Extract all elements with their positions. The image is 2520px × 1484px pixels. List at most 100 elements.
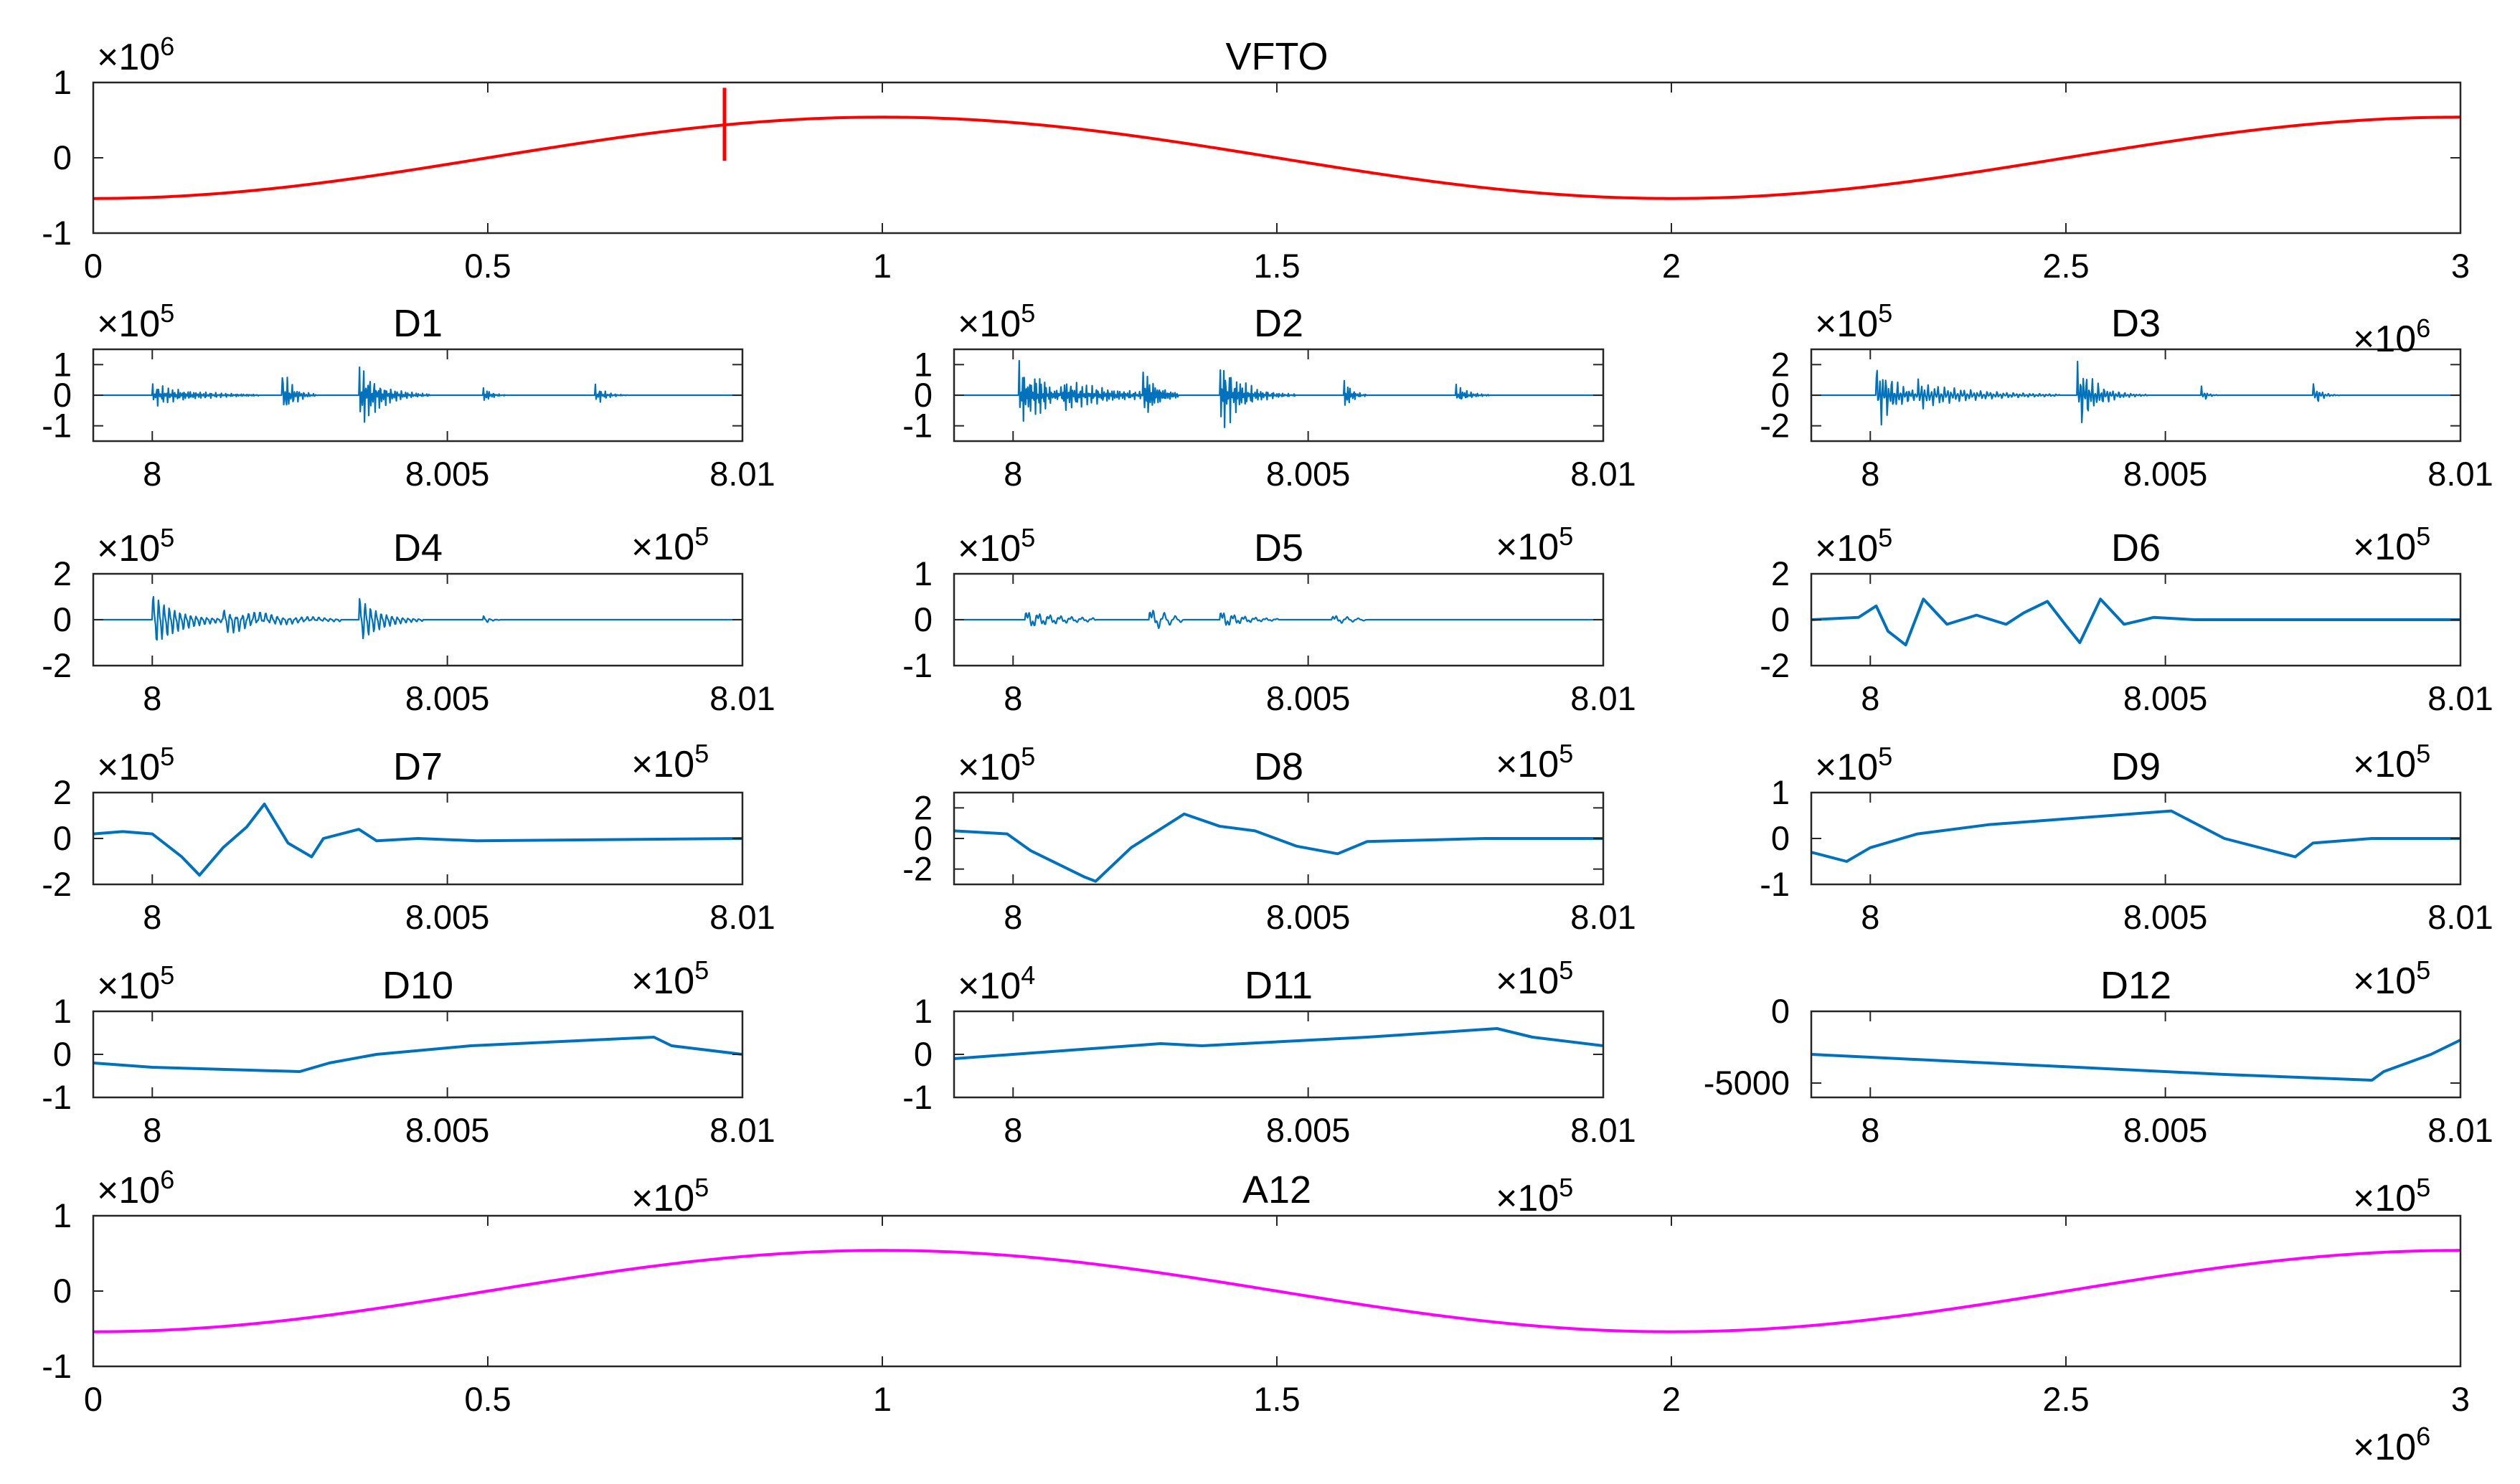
panel-a12: 0 0.5 1 1.5 2 2.5 3 -1 0 1 A12 ×106 [42, 1165, 2470, 1419]
d10-xtick-label: 8.005 [405, 1111, 490, 1149]
d2-xtick-label: 8 [1004, 455, 1022, 493]
panel-d7: 8 8.005 8.01 -2 0 2 D7 ×105 [42, 742, 775, 937]
d12-xtick-label: 8 [1861, 1111, 1879, 1149]
d1-title: D1 [393, 302, 443, 345]
d3-xtick-label: 8.005 [2123, 455, 2208, 493]
d5-ytick-label: 0 [914, 600, 933, 638]
d12-ytick-label: 0 [1771, 992, 1790, 1030]
d8-ytick-label: 2 [914, 788, 933, 826]
d7-title: D7 [393, 745, 443, 788]
d11-title: D11 [1245, 964, 1313, 1007]
d2-xtick-label: 8.01 [1570, 455, 1636, 493]
d2-ytick-label: -1 [902, 407, 933, 445]
d10-title: D10 [382, 964, 453, 1007]
d4-xtick-label: 8 [143, 679, 161, 717]
a12-xtick-label: 0.5 [464, 1380, 511, 1418]
x-exponent-a12-top-far-x: ×105 [2353, 1173, 2430, 1220]
d5-title: D5 [1254, 526, 1303, 570]
d8-title: D8 [1254, 745, 1303, 788]
panel-vfto: 0 0.5 1 1.5 2 2.5 3 -1 0 1 VFTO ×106 [42, 32, 2470, 285]
d11-y-exponent: ×104 [958, 960, 1035, 1008]
x-exponent-d5-x: ×105 [1496, 521, 1573, 569]
d9-xtick-label: 8 [1861, 898, 1879, 936]
d8-ytick-label: -2 [902, 850, 933, 888]
d11-xtick-label: 8.01 [1570, 1111, 1636, 1149]
d6-xtick-label: 8.005 [2123, 679, 2208, 717]
d1-xtick-label: 8 [143, 455, 161, 493]
d7-xtick-label: 8.01 [709, 898, 775, 936]
d2-ytick-label: 0 [914, 376, 933, 414]
d3-ytick-label: 2 [1771, 345, 1790, 383]
d10-xtick-label: 8 [143, 1111, 161, 1149]
d3-series-line [1811, 360, 2460, 426]
x-exponent-d6-x: ×105 [2353, 521, 2430, 569]
a12-ytick-label: 1 [53, 1196, 72, 1234]
vfto-xtick-label: 3 [2451, 247, 2470, 285]
d12-axes-frame [1810, 1010, 2462, 1099]
vfto-xtick-label: 0 [84, 247, 103, 285]
d6-ytick-label: 0 [1771, 600, 1790, 638]
vfto-ytick-label: -1 [42, 214, 72, 252]
d9-xtick-label: 8.005 [2123, 898, 2208, 936]
x-exponent-d10-x: ×105 [631, 955, 709, 1003]
d8-xtick-label: 8 [1004, 898, 1022, 936]
d12-ytick-label: -5000 [1704, 1064, 1790, 1102]
d5-xtick-label: 8 [1004, 679, 1022, 717]
d7-ytick-label: 2 [53, 773, 72, 811]
d4-series-line [93, 595, 742, 641]
d10-y-exponent: ×105 [97, 960, 174, 1008]
panel-d10: 8 8.005 8.01 -1 0 1 D10 ×105 [42, 960, 775, 1150]
d9-y-exponent: ×105 [1815, 742, 1892, 789]
panel-d8: 8 8.005 8.01 -202 D8 ×105 [902, 742, 1636, 937]
d7-ytick-label: 0 [53, 819, 72, 857]
x-exponent-a12-top-right-x: ×105 [1496, 1173, 1573, 1220]
d7-xtick-label: 8 [143, 898, 161, 936]
panel-d2: 8 8.005 8.01 -101 D2 ×105 [902, 298, 1636, 493]
d11-axes-frame [953, 1010, 1605, 1099]
a12-title: A12 [1242, 1168, 1311, 1211]
d5-xtick-label: 8.01 [1570, 679, 1636, 717]
a12-ytick-label: 0 [53, 1272, 72, 1310]
d4-ytick-label: -2 [42, 646, 72, 684]
d3-xtick-label: 8.01 [2427, 455, 2493, 493]
panel-d12: 8 8.005 8.01 -5000 0 D12 [1704, 964, 2493, 1149]
d9-title: D9 [2111, 745, 2161, 788]
d6-ytick-label: 2 [1771, 554, 1790, 592]
d11-xtick-label: 8 [1004, 1111, 1022, 1149]
d8-ytick-label: 0 [914, 819, 933, 857]
d10-axes-frame [92, 1010, 744, 1099]
d10-ytick-label: -1 [42, 1078, 72, 1116]
d5-ytick-label: -1 [902, 646, 933, 684]
vfto-series-line [93, 115, 2460, 200]
d12-series-line [1811, 1039, 2460, 1082]
d3-title: D3 [2111, 302, 2161, 345]
d9-ytick-label: 0 [1771, 819, 1790, 857]
d8-xtick-label: 8.005 [1266, 898, 1351, 936]
a12-xtick-label: 1 [873, 1380, 892, 1418]
x-exponent-d8-x: ×105 [1496, 739, 1573, 786]
x-exponent-a12-top-left-x: ×105 [631, 1173, 709, 1220]
a12-xtick-label: 2 [1662, 1380, 1681, 1418]
d8-y-exponent: ×105 [958, 742, 1035, 789]
d4-y-exponent: ×105 [97, 523, 174, 570]
d11-series-line [954, 1027, 1603, 1060]
d7-series-line [93, 803, 742, 877]
d2-series-line [954, 359, 1603, 428]
x-exponent-d12-x: ×105 [2353, 955, 2430, 1003]
x-exponent-d11-x: ×105 [1496, 955, 1573, 1003]
d2-xtick-label: 8.005 [1266, 455, 1351, 493]
d7-xtick-label: 8.005 [405, 898, 490, 936]
d2-y-exponent: ×105 [958, 298, 1035, 346]
panel-d3: 8 8.005 8.01 -202 D3 ×105 [1760, 298, 2493, 493]
d1-series-line [93, 366, 742, 423]
d12-title: D12 [2100, 964, 2171, 1007]
d6-title: D6 [2111, 526, 2161, 570]
vfto-xtick-label: 1.5 [1253, 247, 1300, 285]
d11-ytick-label: 0 [914, 1035, 933, 1073]
panel-d5: 8 8.005 8.01 -1 0 1 D5 ×105 [902, 523, 1636, 718]
d11-ytick-label: 1 [914, 992, 933, 1030]
d9-series-line [1811, 809, 2460, 863]
panel-d4: 8 8.005 8.01 -2 0 2 D4 ×105 [42, 523, 775, 718]
d1-xtick-label: 8.005 [405, 455, 490, 493]
